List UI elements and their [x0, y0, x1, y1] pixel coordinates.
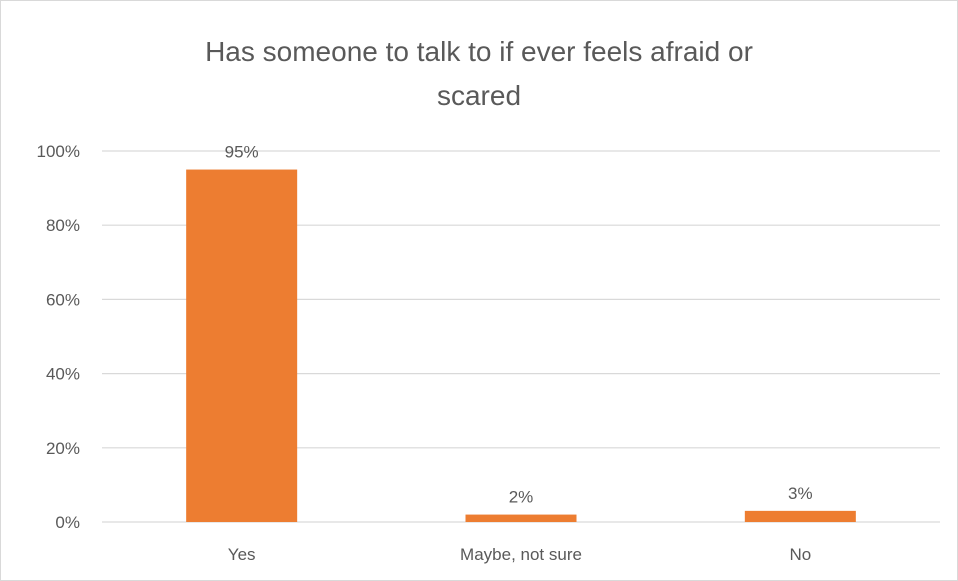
bars: [186, 169, 856, 523]
bar-yes: [186, 169, 298, 523]
chart-title: Has someone to talk to if ever feels afr…: [0, 30, 958, 118]
chart-title-line-1: Has someone to talk to if ever feels afr…: [205, 36, 753, 67]
bar-maybe-not-sure: [465, 514, 577, 522]
y-tick-label-100: 100%: [37, 142, 80, 161]
category-labels: Yes Maybe, not sure No: [228, 545, 811, 564]
data-label-no: 3%: [788, 484, 813, 503]
category-label-yes: Yes: [228, 545, 256, 564]
data-labels: 95% 2% 3%: [225, 143, 813, 507]
y-axis-tick-labels: 0% 20% 40% 60% 80% 100%: [37, 142, 80, 532]
bar-no: [744, 510, 856, 522]
y-tick-label-60: 60%: [46, 290, 80, 309]
data-label-yes: 95%: [225, 143, 259, 162]
y-tick-label-80: 80%: [46, 216, 80, 235]
category-label-no: No: [789, 545, 811, 564]
data-label-maybe-not-sure: 2%: [509, 488, 534, 507]
y-tick-label-40: 40%: [46, 365, 80, 384]
chart-title-line-2: scared: [436, 80, 522, 111]
category-label-maybe-not-sure: Maybe, not sure: [460, 545, 582, 564]
y-tick-label-0: 0%: [55, 513, 80, 532]
y-tick-label-20: 20%: [46, 439, 80, 458]
